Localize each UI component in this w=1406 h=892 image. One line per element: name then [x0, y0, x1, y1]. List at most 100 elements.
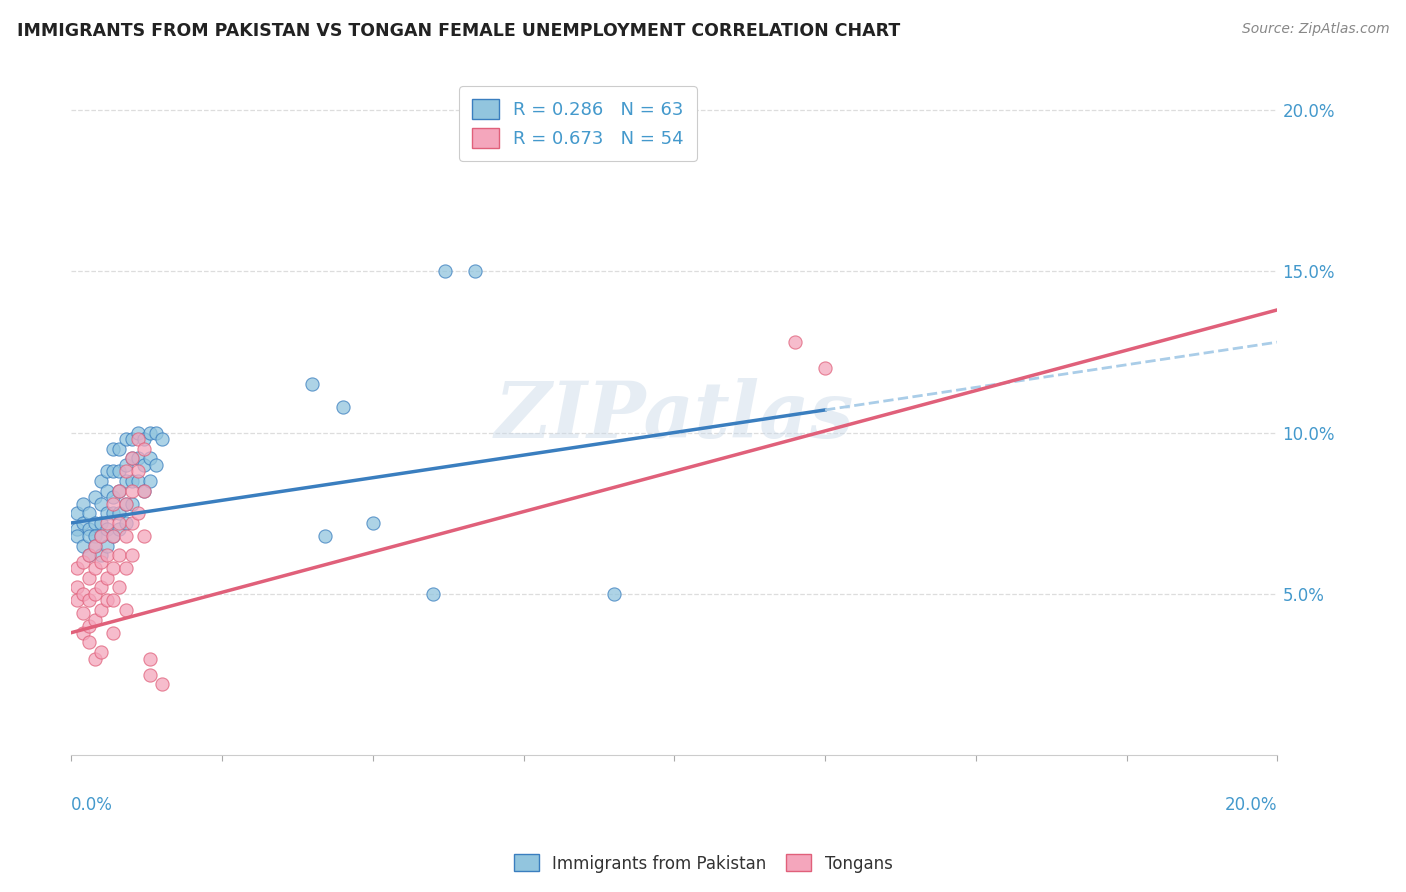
Point: [79, 619, 101, 633]
Point: [108, 483, 131, 498]
Text: 20.0%: 20.0%: [1225, 796, 1278, 814]
Point: [150, 432, 173, 446]
Point: [103, 464, 125, 478]
Point: [96, 548, 118, 562]
Point: [84, 539, 107, 553]
Point: [90, 474, 112, 488]
Point: [150, 677, 173, 691]
Point: [314, 529, 336, 543]
Point: [90, 529, 112, 543]
Point: [72, 497, 94, 511]
Point: [132, 432, 155, 446]
Point: [103, 593, 125, 607]
Point: [84, 613, 107, 627]
Point: [603, 587, 626, 601]
Point: [132, 483, 155, 498]
Point: [84, 539, 107, 553]
Point: [138, 451, 160, 466]
Point: [96, 522, 118, 536]
Point: [434, 264, 457, 278]
Point: [108, 464, 131, 478]
Point: [96, 464, 118, 478]
Point: [79, 571, 101, 585]
Point: [114, 529, 136, 543]
Point: [90, 581, 112, 595]
Point: [464, 264, 486, 278]
Point: [103, 442, 125, 456]
Point: [132, 442, 155, 456]
Point: [108, 548, 131, 562]
Point: [72, 587, 94, 601]
Point: [114, 561, 136, 575]
Point: [66, 529, 89, 543]
Point: [108, 506, 131, 520]
Point: [72, 539, 94, 553]
Point: [72, 516, 94, 530]
Point: [121, 451, 143, 466]
Point: [114, 474, 136, 488]
Point: [145, 458, 167, 472]
Point: [108, 516, 131, 530]
Point: [127, 451, 149, 466]
Point: [79, 635, 101, 649]
Point: [121, 483, 143, 498]
Point: [114, 603, 136, 617]
Legend: Immigrants from Pakistan, Tongans: Immigrants from Pakistan, Tongans: [508, 847, 898, 880]
Point: [90, 516, 112, 530]
Point: [96, 506, 118, 520]
Point: [108, 442, 131, 456]
Point: [132, 529, 155, 543]
Point: [103, 529, 125, 543]
Point: [332, 400, 354, 414]
Point: [121, 474, 143, 488]
Point: [114, 497, 136, 511]
Point: [132, 458, 155, 472]
Point: [103, 625, 125, 640]
Point: [127, 464, 149, 478]
Point: [79, 548, 101, 562]
Point: [66, 593, 89, 607]
Point: [90, 548, 112, 562]
Point: [90, 603, 112, 617]
Point: [361, 516, 384, 530]
Point: [84, 561, 107, 575]
Point: [422, 587, 444, 601]
Point: [84, 651, 107, 665]
Point: [79, 529, 101, 543]
Point: [79, 548, 101, 562]
Point: [783, 335, 806, 350]
Point: [79, 506, 101, 520]
Point: [121, 548, 143, 562]
Point: [103, 490, 125, 504]
Point: [79, 593, 101, 607]
Point: [90, 555, 112, 569]
Point: [72, 555, 94, 569]
Point: [132, 483, 155, 498]
Point: [114, 497, 136, 511]
Point: [127, 425, 149, 440]
Text: 0.0%: 0.0%: [72, 796, 112, 814]
Point: [84, 587, 107, 601]
Point: [108, 483, 131, 498]
Point: [114, 432, 136, 446]
Point: [66, 522, 89, 536]
Text: ZIPatlas: ZIPatlas: [495, 378, 853, 455]
Point: [121, 497, 143, 511]
Point: [108, 522, 131, 536]
Text: IMMIGRANTS FROM PAKISTAN VS TONGAN FEMALE UNEMPLOYMENT CORRELATION CHART: IMMIGRANTS FROM PAKISTAN VS TONGAN FEMAL…: [17, 22, 900, 40]
Legend: R = 0.286   N = 63, R = 0.673   N = 54: R = 0.286 N = 63, R = 0.673 N = 54: [460, 87, 696, 161]
Point: [90, 645, 112, 659]
Point: [72, 607, 94, 621]
Point: [84, 529, 107, 543]
Point: [90, 529, 112, 543]
Point: [138, 651, 160, 665]
Point: [72, 625, 94, 640]
Point: [96, 539, 118, 553]
Point: [114, 464, 136, 478]
Point: [127, 474, 149, 488]
Point: [114, 516, 136, 530]
Point: [103, 561, 125, 575]
Point: [103, 529, 125, 543]
Point: [138, 667, 160, 681]
Point: [103, 506, 125, 520]
